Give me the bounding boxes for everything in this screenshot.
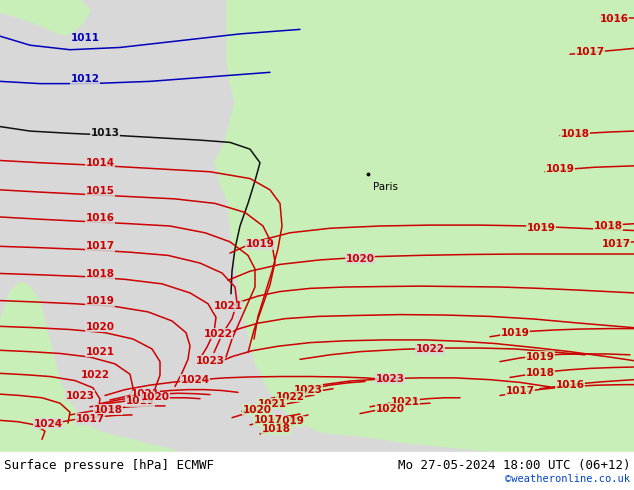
- Polygon shape: [0, 0, 90, 35]
- Text: 1019: 1019: [546, 165, 574, 174]
- Text: 1018: 1018: [560, 129, 590, 139]
- Text: 1020: 1020: [141, 392, 169, 402]
- Text: 1012: 1012: [70, 74, 100, 84]
- Text: 1013: 1013: [91, 128, 119, 138]
- Text: 1023: 1023: [375, 374, 404, 384]
- Text: 1022: 1022: [81, 370, 110, 380]
- Text: 1019: 1019: [527, 223, 555, 233]
- Text: 1022: 1022: [276, 392, 304, 402]
- Text: 1017: 1017: [576, 47, 605, 57]
- Text: 1020: 1020: [375, 404, 404, 414]
- Polygon shape: [592, 384, 612, 434]
- Text: 1023: 1023: [65, 391, 94, 400]
- Text: 1019: 1019: [501, 328, 529, 338]
- Text: Surface pressure [hPa] ECMWF: Surface pressure [hPa] ECMWF: [4, 459, 214, 471]
- Text: 1017: 1017: [602, 239, 631, 249]
- Text: 1020: 1020: [346, 253, 375, 264]
- Text: 1018: 1018: [93, 405, 122, 415]
- Text: Paris: Paris: [373, 182, 398, 192]
- Text: 1018: 1018: [86, 270, 115, 279]
- Text: 1017: 1017: [254, 416, 283, 425]
- Text: 1019: 1019: [245, 239, 275, 249]
- Text: 1019: 1019: [126, 396, 155, 406]
- Text: 1022: 1022: [415, 344, 444, 354]
- Text: 1021: 1021: [214, 301, 242, 312]
- Text: 1018: 1018: [593, 221, 623, 231]
- Text: 1023: 1023: [195, 356, 224, 366]
- Text: 1021: 1021: [391, 397, 420, 407]
- Text: 1016: 1016: [600, 14, 628, 24]
- Text: 1019: 1019: [276, 416, 304, 426]
- Text: 1011: 1011: [70, 33, 100, 44]
- Text: 1018: 1018: [261, 424, 290, 435]
- Text: 1016: 1016: [86, 213, 115, 223]
- Text: 1024: 1024: [181, 375, 210, 385]
- Text: 1023: 1023: [294, 385, 323, 394]
- Text: 1019: 1019: [526, 352, 555, 362]
- Text: 1024: 1024: [34, 419, 63, 429]
- Text: 1021: 1021: [131, 389, 160, 399]
- Text: 1015: 1015: [86, 186, 115, 196]
- Text: 1022: 1022: [204, 329, 233, 339]
- Text: 1018: 1018: [526, 368, 555, 378]
- Text: ©weatheronline.co.uk: ©weatheronline.co.uk: [505, 474, 630, 484]
- Text: 1017: 1017: [75, 414, 105, 424]
- Polygon shape: [215, 0, 634, 452]
- Text: 1017: 1017: [86, 242, 115, 251]
- Text: 1017: 1017: [505, 387, 534, 396]
- Text: 1020: 1020: [86, 322, 115, 332]
- Polygon shape: [0, 0, 60, 20]
- Text: Mo 27-05-2024 18:00 UTC (06+12): Mo 27-05-2024 18:00 UTC (06+12): [398, 459, 630, 471]
- Text: 1019: 1019: [86, 296, 115, 306]
- Bar: [0, 452, 634, 490]
- Text: 1021: 1021: [86, 346, 115, 357]
- Text: 1020: 1020: [242, 405, 271, 415]
- Text: 1021: 1021: [257, 399, 287, 409]
- Text: 1014: 1014: [86, 158, 115, 168]
- Text: 1016: 1016: [555, 380, 585, 390]
- Polygon shape: [0, 282, 180, 452]
